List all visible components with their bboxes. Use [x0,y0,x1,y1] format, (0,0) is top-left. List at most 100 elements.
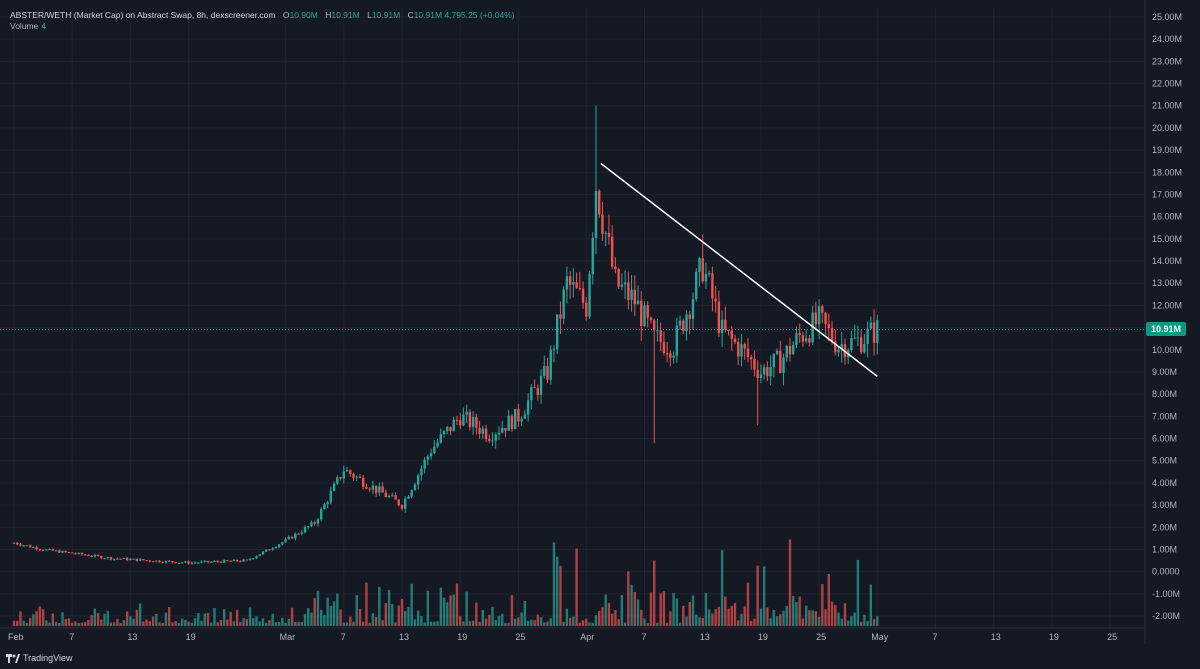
candle-body [80,552,84,555]
volume-bar [368,622,371,626]
candle-body [125,558,129,561]
volume-bar [80,622,84,626]
candle-body [617,269,620,287]
candle-body [814,312,818,325]
volume-bar [158,622,161,626]
volume-bar [378,586,381,626]
candle-body [161,562,164,564]
volume-bar [753,618,756,626]
volume-bar [756,565,759,626]
open-value: 10.90M [289,10,318,20]
candle-body [261,551,265,555]
candle-body [446,426,449,432]
volume-bar [48,622,51,626]
volume-bar [25,622,29,626]
candle-body [294,533,297,539]
candle-body [840,344,843,350]
candle-body [559,314,562,319]
volume-bar [588,622,591,626]
candle-body [530,387,533,401]
volume-bar [332,601,336,626]
volume-bar [656,622,659,626]
candle-body [216,561,219,563]
volume-bar [643,618,646,626]
volume-bar [413,619,417,626]
tradingview-logo[interactable]: TradingView [6,653,73,663]
candle-body [523,414,527,419]
candle-body [772,353,776,368]
volume-bar [407,606,410,626]
candle-body [109,557,113,560]
volume-bar [429,621,433,626]
candle-body [90,556,93,558]
volume-bar [604,594,607,626]
candle-body [594,190,598,238]
candle-body [129,559,132,561]
volume-bar [475,602,478,626]
candle-body [407,496,410,499]
volume-bar [727,608,730,626]
volume-bar [601,607,604,626]
candle-body [675,325,679,356]
y-tick-label: 17.00M [1152,189,1182,199]
close-label: C [407,10,414,20]
volume-bar [442,597,446,626]
candle-body [58,550,61,553]
x-tick-label: 25 [515,632,525,642]
y-tick-label: 10.00M [1152,345,1182,355]
candle-body [501,428,504,433]
y-tick-label: 16.00M [1152,212,1182,222]
volume-bar [426,590,430,626]
volume-bar [853,612,856,626]
candle-body [468,411,472,428]
volume-bar [290,607,294,626]
volume-bar [720,550,724,626]
candle-body [552,349,556,351]
candle-body [222,560,226,563]
candle-body [54,550,58,552]
volume-bar [484,618,488,626]
candle-body [439,434,442,443]
y-tick-label: 6.00M [1152,434,1177,444]
candle-body [255,556,258,559]
volume-bar [462,621,465,626]
brand-label: TradingView [23,653,73,663]
close-value: 10.91M [413,10,443,20]
candle-body [235,559,239,562]
candle-body [646,305,649,318]
volume-bar [513,618,517,626]
candle-body [168,560,171,562]
candle-body [526,400,530,415]
volume-bar [177,622,181,626]
candle-body [71,552,74,554]
candle-body [51,548,54,551]
volume-bar [847,620,850,626]
candle-body [394,495,397,500]
volume-bar [255,616,258,626]
candle-body [423,459,426,469]
candle-body [242,559,245,562]
candle-body [64,550,67,553]
volume-bar [77,622,80,626]
candle-body [678,320,682,326]
candle-body [494,434,497,441]
candle-body [12,542,16,544]
volume-bar [468,621,472,626]
volume-bar [714,609,717,626]
volume-bar [501,613,504,626]
candle-body [756,369,759,379]
volume-bar [352,621,355,626]
volume-bar [685,616,688,626]
volume-bar [743,606,746,626]
candle-body [145,560,148,562]
volume-bar [297,621,300,626]
volume-bar [556,556,559,626]
candle-body [665,353,669,355]
volume-bar [294,622,297,626]
volume-bar [316,590,320,626]
volume-bar [210,622,213,626]
candle-body [184,561,187,563]
y-tick-label: 22.00M [1152,79,1182,89]
